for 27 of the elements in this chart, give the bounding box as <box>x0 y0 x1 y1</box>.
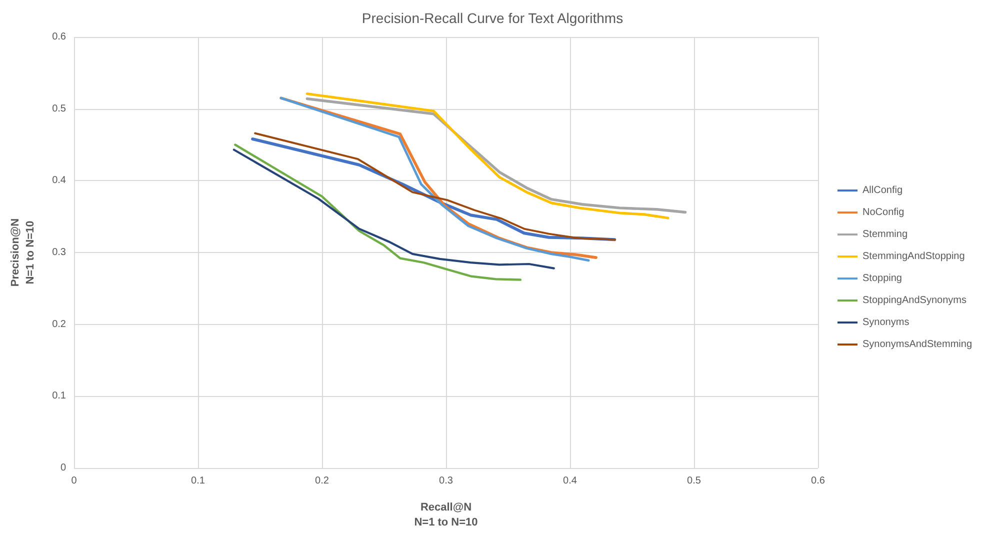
x-tick-label: 0.6 <box>811 476 826 486</box>
x-tick-label: 0.4 <box>563 476 578 486</box>
legend-label: Synonyms <box>862 317 910 328</box>
legend-label: AllConfig <box>862 185 903 196</box>
y-axis-title: Precision@N N=1 to N=10 <box>10 218 36 287</box>
y-tick-label: 0.2 <box>52 318 66 330</box>
x-tick-label: 0.2 <box>315 476 330 486</box>
legend-label: StoppingAndSynonyms <box>862 295 966 306</box>
y-tick-label: 0.4 <box>52 175 66 186</box>
chart-title: Precision-Recall Curve for Text Algorithms <box>362 10 624 26</box>
x-tick-label: 0.5 <box>687 476 702 486</box>
x-tick-label: 0 <box>71 476 78 486</box>
legend-label: StemmingAndStopping <box>862 251 965 262</box>
y-tick-label: 0.6 <box>52 32 66 42</box>
x-axis-title: Recall@N N=1 to N=10 <box>414 502 478 528</box>
x-tick-label: 0.1 <box>191 476 206 486</box>
y-tick-label: 0.5 <box>52 103 66 114</box>
y-tick-label: 0.1 <box>52 390 66 402</box>
legend-label: NoConfig <box>862 207 904 218</box>
line-series <box>234 144 522 281</box>
legend-label: SynonymsAndStemming <box>862 339 972 350</box>
legend-label: Stemming <box>862 229 908 240</box>
y-tick-label: 0.3 <box>52 247 66 258</box>
y-tick-label: 0 <box>60 462 66 474</box>
x-tick-label: 0.3 <box>439 476 454 486</box>
line-series <box>232 148 555 270</box>
legend-label: Stopping <box>862 273 902 284</box>
